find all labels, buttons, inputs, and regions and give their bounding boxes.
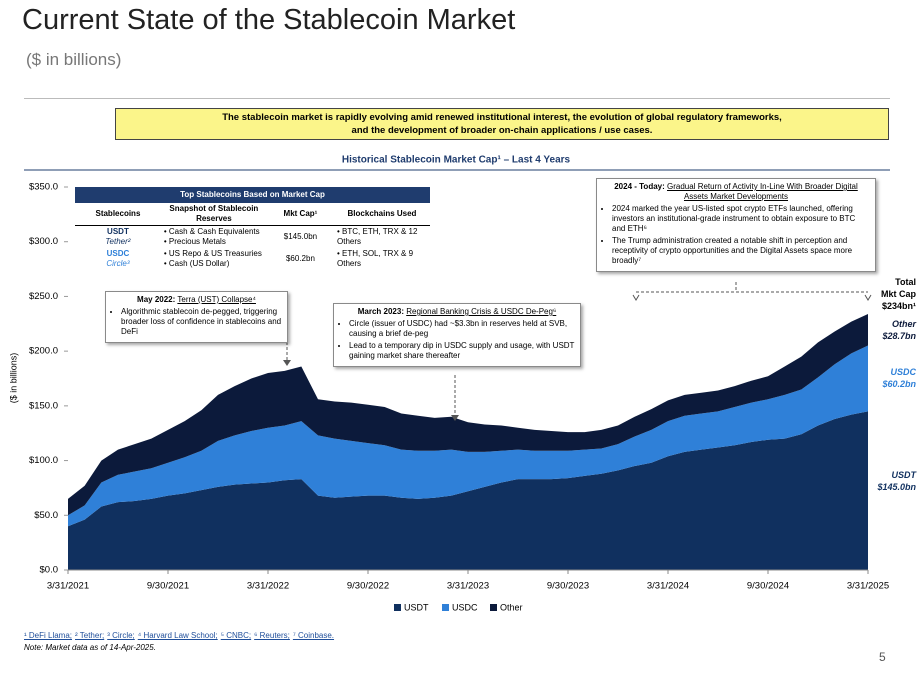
callout: March 2023: Regional Banking Crisis & US…	[333, 303, 581, 367]
legend-label: USDC	[452, 602, 478, 612]
end-label-line: $60.2bn	[882, 379, 916, 389]
footnote-link[interactable]: ⁵ CNBC;	[220, 631, 252, 640]
end-label-line: USDT	[891, 470, 917, 480]
y-tick-label: $100.0	[29, 455, 58, 466]
callout-title: Terra (UST) Collapse⁴	[177, 295, 256, 304]
issuer: Tether²	[105, 237, 131, 246]
table-title: Top Stablecoins Based on Market Cap	[75, 187, 430, 203]
cap: $145.0bn	[283, 232, 318, 241]
legend-label: Other	[500, 602, 523, 612]
end-label-line: $234bn¹	[881, 301, 916, 311]
coin: USDC	[106, 249, 130, 258]
callout-title: Regional Banking Crisis & USDC De-Peg⁶	[406, 307, 557, 316]
end-label-line: Total	[895, 277, 916, 287]
callout-title: Gradual Return of Activity In-Line With …	[667, 182, 858, 201]
end-label: Total Mkt Cap $234bn¹	[881, 276, 916, 312]
y-tick-label: $350.0	[29, 182, 58, 193]
x-tick-label: 9/30/2022	[347, 581, 389, 592]
footnote-link[interactable]: ² Tether;	[75, 631, 105, 640]
x-tick-label: 3/31/2025	[847, 581, 889, 592]
x-tick-label: 3/31/2023	[447, 581, 489, 592]
footnote-link[interactable]: ¹ DeFi Llama;	[24, 631, 73, 640]
end-label: Other $28.7bn	[882, 318, 916, 342]
legend-swatch	[442, 604, 449, 611]
end-label-line: Other	[891, 319, 916, 329]
callout-bullet: Circle (issuer of USDC) had ~$3.3bn in r…	[349, 319, 575, 339]
chains: BTC, ETH, TRX & 12 Others	[337, 227, 418, 246]
area	[68, 314, 868, 516]
coin-table: Top Stablecoins Based on Market Cap Stab…	[75, 187, 430, 270]
chains: ETH, SOL, TRX & 9 Others	[337, 249, 414, 268]
title: Current State of the Stablecoin Market	[22, 4, 516, 36]
area	[68, 345, 868, 527]
callout: 2024 - Today: Gradual Return of Activity…	[596, 178, 876, 272]
footnote-link[interactable]: ⁴ Harvard Law School;	[137, 631, 218, 640]
callout-label: 2024 - Today:	[614, 182, 665, 191]
y-tick-label: $50.0	[34, 510, 58, 521]
callout-bullet: 2024 marked the year US-listed spot cryp…	[612, 204, 870, 234]
subtitle: ($ in billions)	[26, 50, 122, 69]
y-axis-label: ($ in billions)	[8, 353, 18, 404]
x-tick-label: 9/30/2023	[547, 581, 589, 592]
th: Stablecoins	[95, 209, 141, 218]
y-tick-label: $0.0	[40, 565, 59, 576]
legend-swatch	[394, 604, 401, 611]
bracket	[636, 282, 868, 293]
y-tick-label: $250.0	[29, 291, 58, 302]
reserve: Cash (US Dollar)	[168, 259, 230, 268]
end-label: USDC $60.2bn	[882, 366, 916, 390]
cap: $60.2bn	[285, 254, 315, 263]
banner-line: and the development of broader on-chain …	[351, 125, 653, 136]
callout-label: March 2023:	[357, 307, 404, 316]
rule	[24, 98, 890, 99]
arrow-head	[451, 415, 459, 421]
y-tick-label: $150.0	[29, 400, 58, 411]
end-label-line: $145.0bn	[877, 482, 916, 492]
footnotes: ¹ DeFi Llama; ² Tether; ³ Circle; ⁴ Harvard…	[24, 631, 337, 640]
issuer: Circle³	[106, 259, 130, 268]
table: Stablecoins Snapshot of Stablecoin Reser…	[75, 203, 430, 270]
callout-label: May 2022:	[137, 295, 176, 304]
legend-label: USDT	[404, 602, 429, 612]
x-tick-label: 9/30/2024	[747, 581, 789, 592]
th: Mkt Cap¹	[283, 209, 318, 218]
callout-bullet: Algorithmic stablecoin de-pegged, trigge…	[121, 307, 282, 337]
x-tick-label: 3/31/2024	[647, 581, 689, 592]
footnote-link[interactable]: ³ Circle;	[107, 631, 135, 640]
page-number: 5	[879, 650, 886, 664]
coin: USDT	[107, 227, 129, 236]
reserve: US Repo & US Treasuries	[168, 249, 262, 258]
banner: The stablecoin market is rapidly evolvin…	[115, 108, 889, 140]
x-tick-label: 3/31/2022	[247, 581, 289, 592]
footnote-link[interactable]: ⁷ Coinbase.	[292, 631, 335, 640]
x-tick-label: 3/31/2021	[47, 581, 89, 592]
end-label-line: Mkt Cap	[880, 289, 916, 299]
callout: May 2022: Terra (UST) Collapse⁴ Algorith…	[105, 291, 288, 343]
callout-bullet: The Trump administration created a notab…	[612, 236, 870, 266]
legend-swatch	[490, 604, 497, 611]
area	[68, 411, 868, 570]
banner-line: The stablecoin market is rapidly evolvin…	[222, 112, 782, 123]
end-label-line: USDC	[890, 367, 916, 377]
reserve: Precious Metals	[168, 237, 226, 246]
th: Snapshot of Stablecoin Reserves	[169, 204, 259, 223]
y-tick-label: $300.0	[29, 236, 58, 247]
end-label-line: $28.7bn	[882, 331, 916, 341]
reserve: Cash & Cash Equivalents	[168, 227, 260, 236]
chart-title: Historical Stablecoin Market Cap¹ – Last…	[342, 155, 571, 166]
end-label: USDT $145.0bn	[877, 469, 916, 493]
arrow-head	[283, 360, 291, 366]
th: Blockchains Used	[347, 209, 417, 218]
y-tick-label: $200.0	[29, 346, 58, 357]
callout-bullet: Lead to a temporary dip in USDC supply a…	[349, 341, 575, 361]
note: Note: Market data as of 14-Apr-2025.	[24, 643, 156, 652]
x-tick-label: 9/30/2021	[147, 581, 189, 592]
arrow-head	[632, 294, 872, 301]
footnote-link[interactable]: ⁶ Reuters;	[254, 631, 290, 640]
